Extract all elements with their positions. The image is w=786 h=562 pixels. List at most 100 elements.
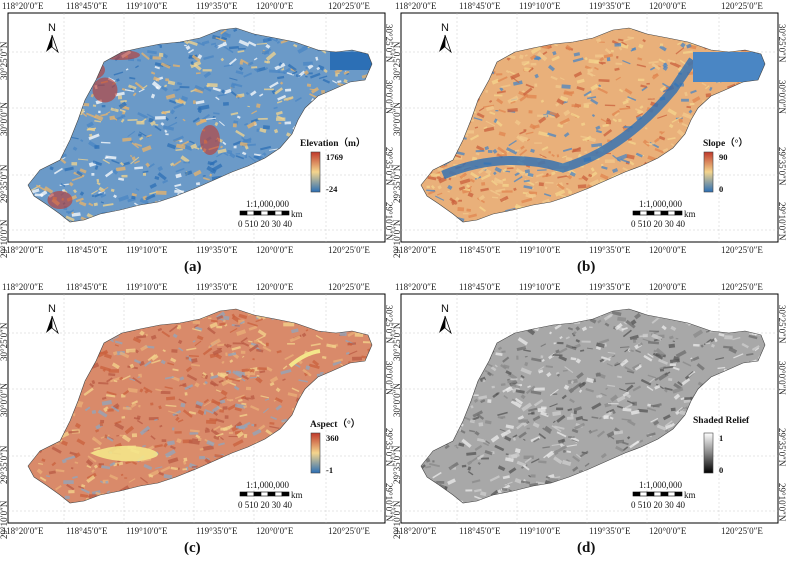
north-arrow-icon [439,34,452,54]
legend-max-value: 1 [719,433,724,443]
longitude-label-top: 119°10′0″E [519,282,561,292]
north-arrow-icon [46,34,59,54]
panel-shaded-relief: N 118°20′0″E 118°20′0″E 118°45′0″E 118°45′0″… [392,281,786,562]
legend-title: Aspect（°） [310,420,361,430]
longitude-label-bottom: 120°0′0″E [649,526,687,536]
elevation-raster [28,28,372,222]
map-frame [400,293,779,524]
north-label: N [48,303,56,315]
scale-ratio: 1:1,000,000 [639,199,683,209]
scale-ticks: 0 510 20 30 40 [238,219,292,229]
longitude-label-bottom: 120°25′0″E [721,526,763,536]
latitude-label-left: 30°0′0″N [392,383,402,417]
latitude-label-left: 30°25′0″N [392,41,402,80]
scale-ratio: 1:1,000,000 [246,199,290,209]
panel-slope: N 118°20′0″E 118°20′0″E 118°45′0″E 118°45′0″… [392,0,786,281]
scale-unit: km [684,209,696,219]
north-arrow-icon [439,315,452,335]
scale-bar [239,210,290,216]
latitude-label-left: 30°25′0″N [0,322,9,361]
legend-min-value: -24 [326,184,338,194]
longitude-label-bottom: 118°20′0″E [2,526,44,536]
panel-elevation: N 118°20′0″E 118°20′0″E 118°45′0″E 118°45′0″… [0,0,394,281]
scale-ticks: 0 510 20 30 40 [631,500,685,510]
north-arrow-icon [46,315,59,335]
legend-min-value: 0 [719,184,724,194]
panel-aspect: N 118°20′0″E 118°20′0″E 118°45′0″E 118°45′0″… [0,281,394,562]
map-frame [7,12,386,243]
longitude-label-top: 119°35′0″E [589,1,631,11]
latitude-label-right: 30°0′0″N [777,80,786,114]
legend-color-bar [703,432,714,474]
longitude-label-bottom: 118°45′0″E [459,245,501,255]
legend-color-bar [310,432,321,474]
scale-unit: km [291,490,303,500]
latitude-label-right: 30°25′0″N [777,24,786,63]
latitude-label-left: 29°35′0″N [392,164,402,203]
latitude-label-left: 29°10′0″N [392,219,402,258]
slope-raster [421,28,765,222]
latitude-label-left: 30°0′0″N [0,383,9,417]
longitude-label-top: 118°45′0″E [66,282,108,292]
longitude-label-top: 120°25′0″E [328,282,370,292]
legend-max-value: 90 [719,152,728,162]
longitude-label-top: 119°10′0″E [126,1,168,11]
longitude-label-bottom: 119°35′0″E [589,245,631,255]
latitude-label-left: 29°10′0″N [0,500,9,539]
latitude-label-left: 30°25′0″N [0,41,9,80]
scale-bar [239,491,290,497]
latitude-label-left: 30°0′0″N [392,102,402,136]
latitude-label-right: 29°35′0″N [777,147,786,186]
map-frame [400,12,779,243]
longitude-label-top: 118°20′0″E [395,1,437,11]
longitude-label-bottom: 118°20′0″E [395,245,437,255]
longitude-label-bottom: 119°35′0″E [196,245,238,255]
latitude-label-left: 29°10′0″N [392,500,402,539]
legend-min-value: -1 [326,465,334,475]
longitude-label-top: 118°20′0″E [2,282,44,292]
longitude-label-bottom: 120°0′0″E [649,245,687,255]
longitude-label-bottom: 120°25′0″E [328,526,370,536]
legend-min-value: 0 [719,465,724,475]
longitude-label-bottom: 120°0′0″E [256,526,294,536]
latitude-label-left: 30°25′0″N [392,322,402,361]
longitude-label-top: 119°35′0″E [196,282,238,292]
longitude-label-bottom: 120°25′0″E [721,245,763,255]
scale-unit: km [684,490,696,500]
longitude-label-top: 119°10′0″E [126,282,168,292]
legend-title: Slope（°） [703,139,748,149]
longitude-label-bottom: 119°35′0″E [196,526,238,536]
latitude-label-right: 29°35′0″N [777,428,786,467]
map-frame [7,293,386,524]
longitude-label-bottom: 118°20′0″E [2,245,44,255]
longitude-label-top: 118°45′0″E [459,1,501,11]
longitude-label-bottom: 119°35′0″E [589,526,631,536]
longitude-label-top: 120°0′0″E [256,1,294,11]
legend-color-bar [310,151,321,193]
panel-label: (c) [184,540,201,556]
longitude-label-bottom: 118°45′0″E [66,245,108,255]
longitude-label-top: 118°45′0″E [66,1,108,11]
scale-bar [632,210,683,216]
latitude-label-left: 29°35′0″N [0,164,9,203]
longitude-label-bottom: 118°45′0″E [459,526,501,536]
latitude-label-left: 29°35′0″N [392,445,402,484]
latitude-label-left: 30°0′0″N [0,102,9,136]
longitude-label-bottom: 120°25′0″E [328,245,370,255]
longitude-label-bottom: 120°0′0″E [256,245,294,255]
latitude-label-right: 29°10′0″N [777,202,786,241]
scale-bar [632,491,683,497]
latitude-label-right: 30°25′0″N [777,305,786,344]
north-label: N [441,303,449,315]
longitude-label-bottom: 118°45′0″E [66,526,108,536]
longitude-label-top: 118°20′0″E [2,1,44,11]
longitude-label-top: 120°0′0″E [649,282,687,292]
legend-title: Elevation（m） [300,139,366,149]
scale-ticks: 0 510 20 30 40 [238,500,292,510]
north-label: N [441,22,449,34]
longitude-label-bottom: 119°10′0″E [519,526,561,536]
legend-title: Shaded Relief [693,416,750,426]
longitude-label-bottom: 119°10′0″E [519,245,561,255]
latitude-label-left: 29°35′0″N [0,445,9,484]
scale-ratio: 1:1,000,000 [246,480,290,490]
